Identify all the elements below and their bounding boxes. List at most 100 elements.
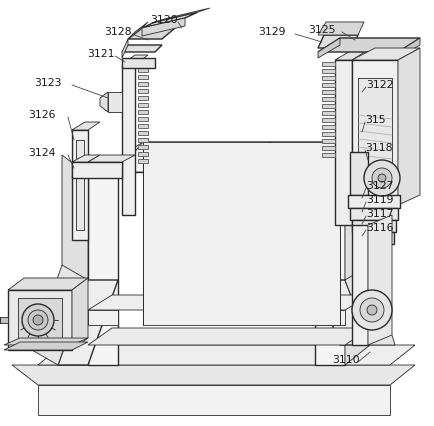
Polygon shape — [315, 280, 370, 345]
Polygon shape — [138, 75, 148, 79]
Polygon shape — [155, 8, 210, 22]
Polygon shape — [322, 90, 335, 94]
Polygon shape — [322, 118, 335, 122]
Polygon shape — [138, 89, 148, 93]
Circle shape — [378, 174, 386, 182]
Text: 3129: 3129 — [258, 27, 286, 37]
Polygon shape — [72, 122, 100, 130]
Polygon shape — [350, 208, 398, 220]
Polygon shape — [322, 76, 335, 80]
Text: 3118: 3118 — [365, 143, 392, 153]
Polygon shape — [322, 104, 335, 108]
Text: 3127: 3127 — [366, 181, 394, 191]
Polygon shape — [100, 92, 108, 112]
Polygon shape — [72, 130, 88, 240]
Polygon shape — [322, 83, 335, 87]
Polygon shape — [138, 96, 148, 100]
Polygon shape — [62, 155, 88, 365]
Polygon shape — [138, 152, 148, 156]
Text: 3125: 3125 — [308, 25, 335, 35]
Polygon shape — [352, 220, 396, 232]
Polygon shape — [352, 60, 398, 205]
Polygon shape — [122, 39, 128, 58]
Polygon shape — [138, 138, 148, 142]
Polygon shape — [322, 132, 335, 136]
Polygon shape — [128, 22, 148, 39]
Text: 3128: 3128 — [104, 27, 132, 37]
Polygon shape — [345, 155, 370, 365]
Text: 315: 315 — [365, 115, 386, 125]
Polygon shape — [318, 22, 364, 35]
Polygon shape — [138, 110, 148, 114]
Polygon shape — [335, 60, 352, 225]
Polygon shape — [38, 345, 415, 365]
Polygon shape — [138, 68, 148, 72]
Polygon shape — [118, 142, 270, 172]
Circle shape — [367, 305, 377, 315]
Polygon shape — [72, 278, 88, 350]
Circle shape — [360, 298, 384, 322]
Polygon shape — [12, 365, 415, 385]
Polygon shape — [322, 153, 335, 157]
Polygon shape — [88, 155, 135, 162]
Polygon shape — [138, 159, 148, 163]
Polygon shape — [322, 62, 335, 66]
Polygon shape — [354, 232, 394, 244]
Polygon shape — [318, 38, 420, 52]
Polygon shape — [350, 152, 368, 195]
Polygon shape — [138, 145, 148, 149]
Polygon shape — [315, 158, 370, 175]
Polygon shape — [4, 342, 88, 350]
Polygon shape — [88, 310, 118, 325]
Polygon shape — [245, 158, 315, 172]
Polygon shape — [322, 97, 335, 101]
Polygon shape — [8, 290, 72, 350]
Polygon shape — [335, 50, 368, 60]
Polygon shape — [322, 69, 335, 73]
Polygon shape — [245, 142, 340, 158]
Polygon shape — [4, 338, 88, 345]
Polygon shape — [352, 48, 420, 60]
Polygon shape — [322, 111, 335, 115]
Polygon shape — [322, 139, 335, 143]
Polygon shape — [368, 215, 392, 345]
Polygon shape — [122, 58, 155, 68]
Polygon shape — [318, 35, 358, 48]
Polygon shape — [345, 265, 395, 345]
Polygon shape — [118, 158, 245, 172]
Text: 3110: 3110 — [332, 355, 360, 365]
Polygon shape — [352, 225, 368, 345]
Polygon shape — [38, 385, 390, 415]
Polygon shape — [138, 117, 148, 121]
Polygon shape — [88, 175, 118, 365]
Polygon shape — [322, 125, 335, 129]
Polygon shape — [108, 92, 122, 112]
Polygon shape — [318, 38, 340, 58]
Polygon shape — [322, 146, 335, 150]
Polygon shape — [118, 142, 270, 158]
Text: 3117: 3117 — [366, 209, 394, 219]
Text: 3123: 3123 — [34, 78, 62, 88]
Polygon shape — [138, 131, 148, 135]
Circle shape — [22, 304, 54, 336]
Circle shape — [33, 315, 43, 325]
Polygon shape — [358, 78, 392, 190]
Polygon shape — [122, 65, 135, 215]
Polygon shape — [88, 158, 143, 175]
Polygon shape — [245, 142, 340, 172]
Polygon shape — [122, 55, 148, 65]
Circle shape — [372, 168, 392, 188]
Text: 3121: 3121 — [87, 49, 115, 59]
Polygon shape — [128, 28, 175, 39]
Polygon shape — [142, 12, 198, 28]
Polygon shape — [72, 162, 122, 178]
Polygon shape — [122, 45, 162, 52]
Polygon shape — [88, 295, 370, 310]
Polygon shape — [142, 18, 185, 36]
Polygon shape — [348, 195, 400, 208]
Text: 3122: 3122 — [366, 80, 394, 90]
Circle shape — [28, 310, 48, 330]
Polygon shape — [8, 278, 88, 290]
Polygon shape — [315, 310, 345, 325]
Polygon shape — [315, 175, 345, 365]
